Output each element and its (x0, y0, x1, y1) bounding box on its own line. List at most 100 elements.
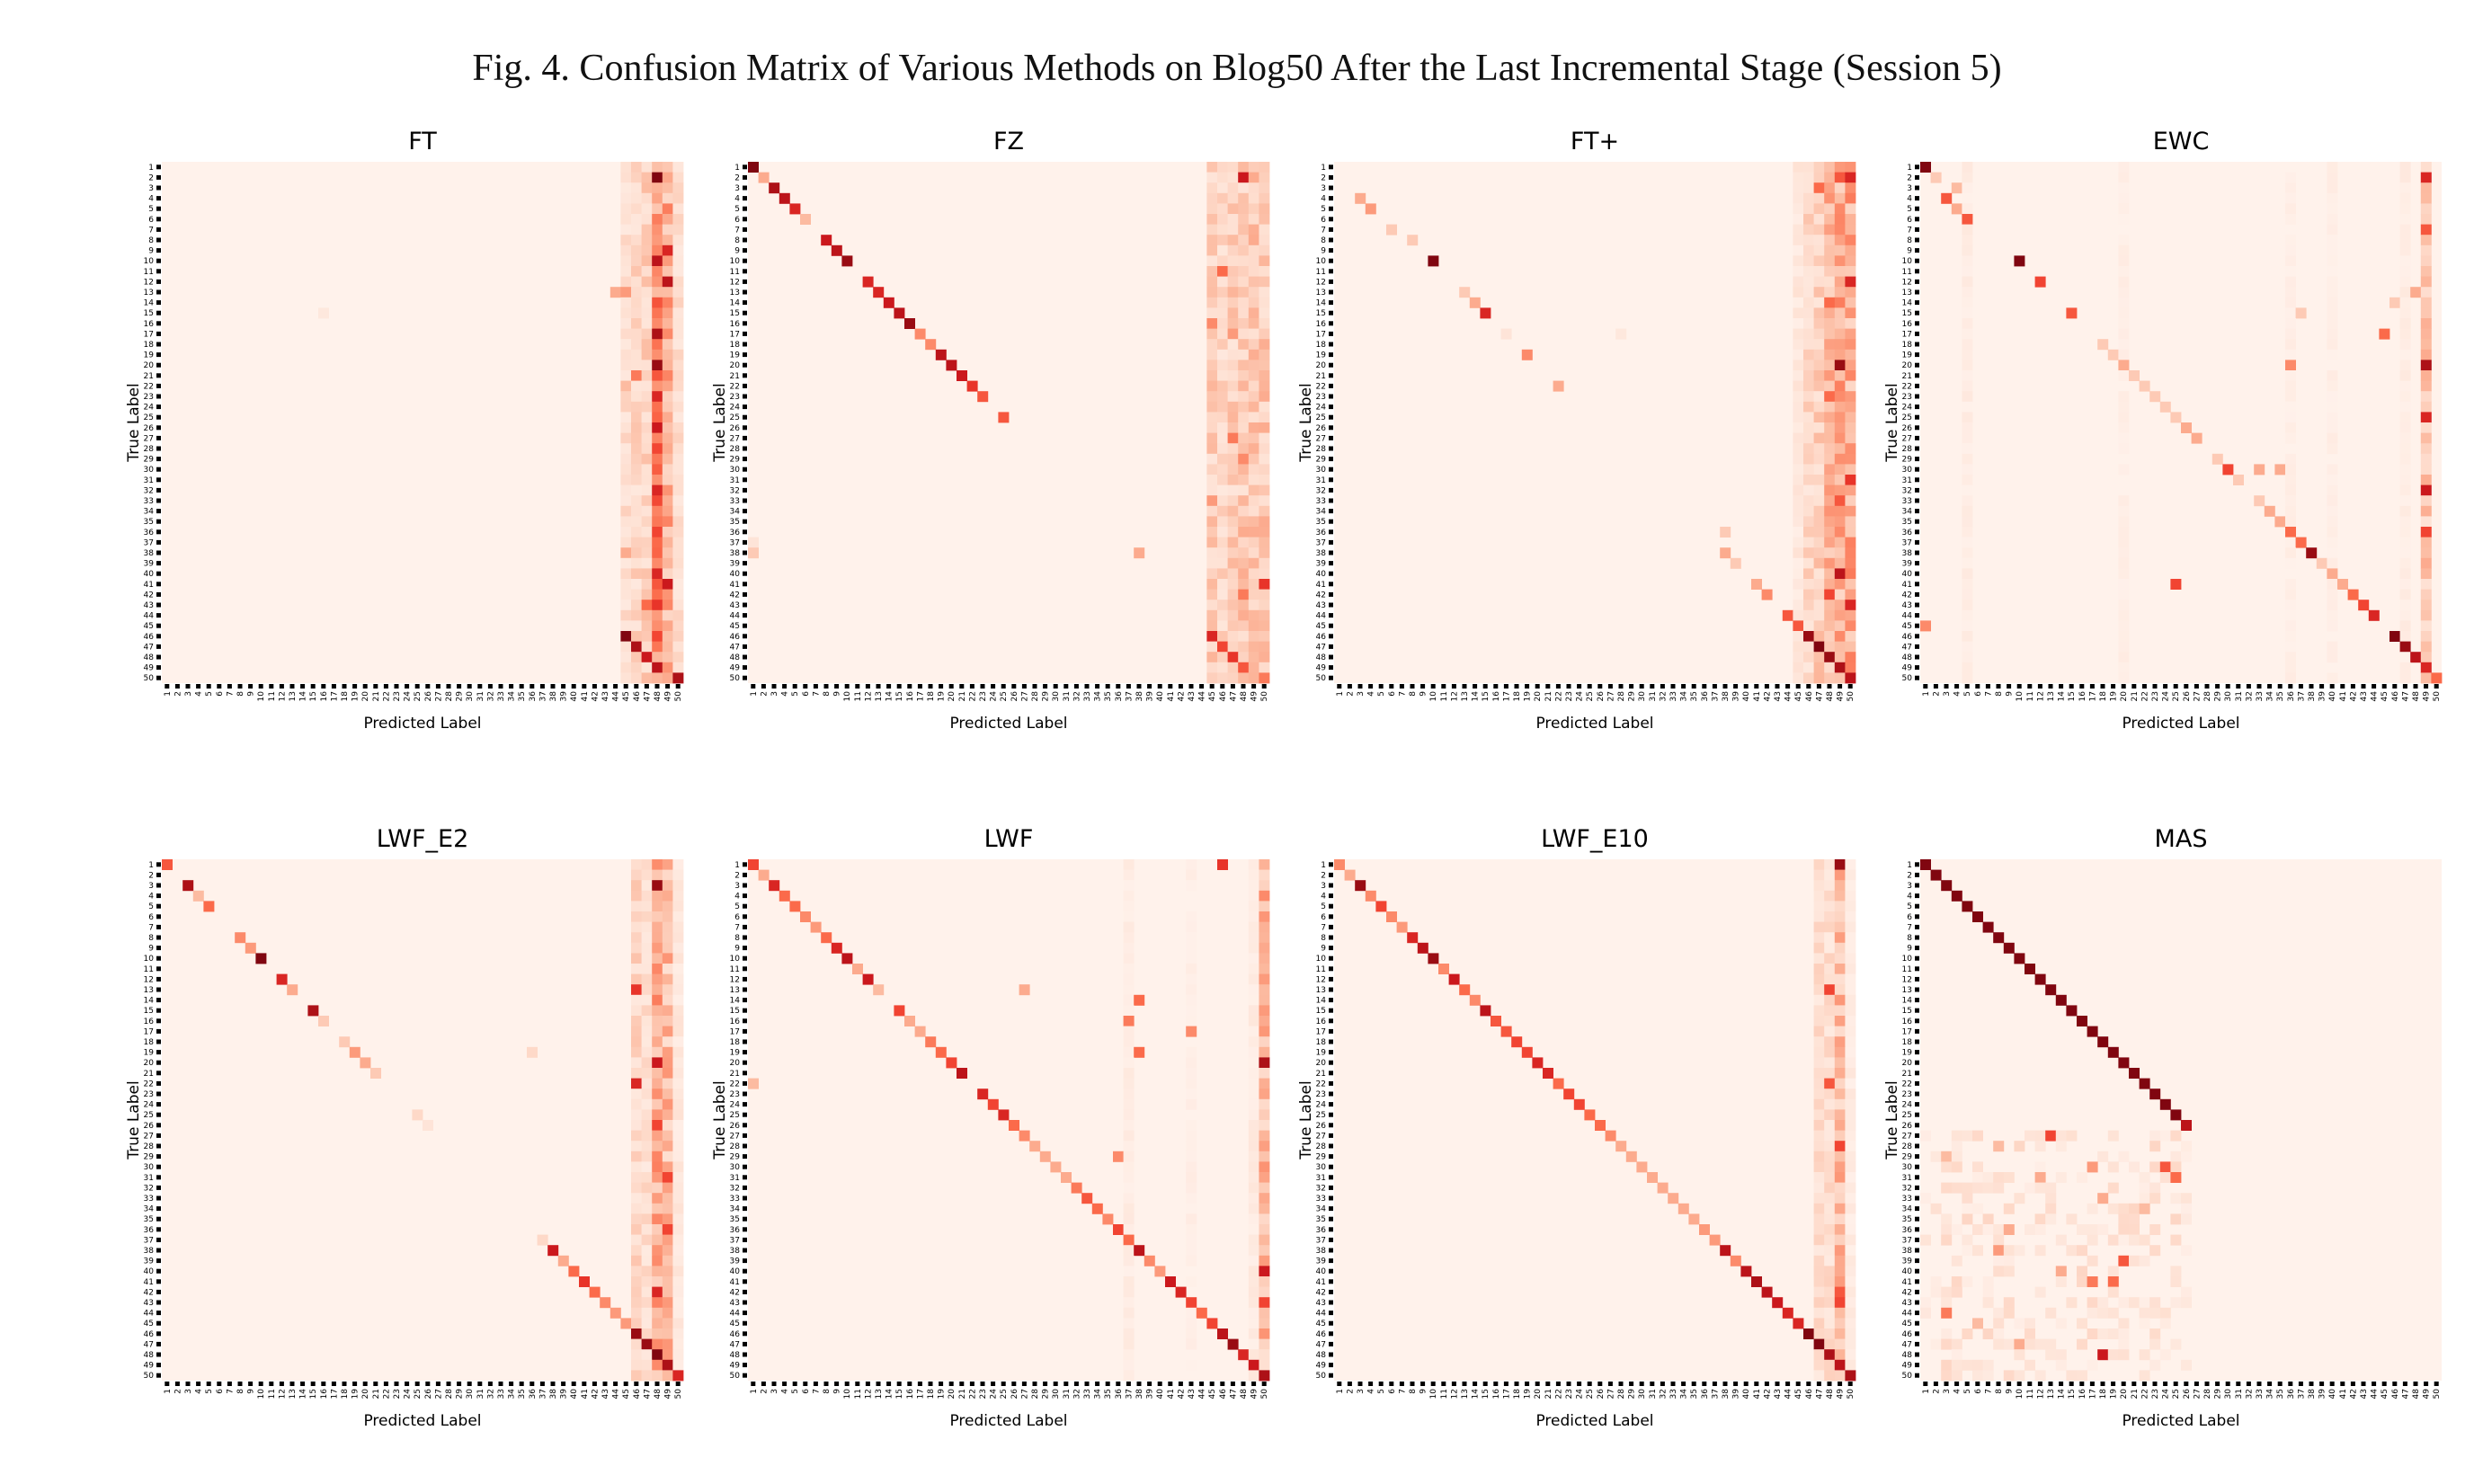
heatmap-cell (1834, 495, 1846, 507)
heatmap-cell (1834, 568, 1846, 580)
heatmap-cell (1824, 1046, 1836, 1058)
heatmap-cell (672, 1172, 684, 1183)
heatmap-cell (2149, 1245, 2161, 1257)
x-tick-label: 39 (560, 1389, 569, 1400)
heatmap-cell (1217, 422, 1228, 433)
y-tick-label: 41 (144, 1278, 154, 1287)
heatmap-cell (672, 360, 684, 371)
heatmap-cell (1834, 214, 1846, 225)
y-tick-label: 2 (1907, 871, 1912, 880)
x-tick-mark (1251, 1382, 1257, 1386)
heatmap-cell (1813, 244, 1825, 256)
heatmap-cell (1123, 1078, 1135, 1089)
y-tick-label: 5 (1321, 205, 1326, 214)
heatmap-cell (631, 631, 642, 642)
y-tick-label: 21 (1316, 372, 1326, 381)
heatmap-cell (1227, 631, 1239, 642)
heatmap-cell (641, 412, 653, 423)
heatmap-cell (641, 1224, 653, 1235)
heatmap-cell (2285, 339, 2296, 351)
heatmap-cell (2087, 1026, 2098, 1037)
heatmap-cell (2399, 475, 2411, 485)
heatmap-cell (1813, 1328, 1825, 1339)
y-tick-mark (1329, 1154, 1333, 1160)
x-tick-label: 49 (2423, 1389, 2432, 1400)
y-tick-label: 41 (1316, 581, 1326, 590)
heatmap-cell (1217, 505, 1228, 517)
heatmap-cell (631, 880, 642, 892)
x-tick-label: 44 (1198, 1389, 1207, 1400)
y-tick-label: 15 (730, 1007, 740, 1016)
heatmap-cell (1962, 620, 1973, 632)
y-tick-label: 30 (1902, 1163, 1913, 1172)
x-tick-label: 8 (823, 1389, 832, 1394)
heatmap-cell (672, 994, 684, 1006)
y-tick-label: 16 (144, 1017, 155, 1026)
y-tick-mark (1329, 1311, 1333, 1316)
x-tick-mark (1607, 1382, 1613, 1386)
heatmap-cell (1186, 1307, 1197, 1319)
heatmap-cell (1217, 380, 1228, 392)
heatmap-cell (1259, 901, 1270, 912)
heatmap-cell (672, 475, 684, 485)
heatmap-cell (1813, 964, 1825, 974)
heatmap-cell (672, 443, 684, 455)
heatmap-cell (2420, 276, 2432, 288)
y-tick-label: 2 (734, 173, 740, 182)
heatmap-cell (245, 942, 256, 954)
heatmap-cell (662, 339, 673, 351)
y-tick-label: 28 (730, 1142, 741, 1151)
y-tick-mark (1915, 1373, 1919, 1378)
x-tick-label: 35 (2276, 1389, 2285, 1399)
heatmap-cell (1824, 1286, 1836, 1298)
heatmap-cell (652, 422, 663, 433)
heatmap-cell (1227, 662, 1239, 673)
x-tick-mark (2361, 1382, 2366, 1386)
heatmap-cell (2327, 297, 2338, 308)
y-tick-mark (1329, 654, 1333, 660)
y-axis-label: True Label (1297, 383, 1315, 462)
heatmap-cell (662, 1213, 673, 1225)
heatmap-cell (1217, 412, 1228, 423)
heatmap-cell (641, 1359, 653, 1371)
x-tick-label: 5 (1963, 1389, 1972, 1394)
x-tick-label: 5 (205, 1389, 214, 1394)
heatmap-cell (1123, 1098, 1135, 1110)
y-tick-mark (1915, 1175, 1919, 1180)
x-tick-label: 9 (247, 1389, 256, 1394)
heatmap-cell (1834, 1046, 1846, 1058)
heatmap-cell (1238, 516, 1250, 528)
heatmap-cell (1813, 453, 1825, 465)
heatmap-cell (600, 1297, 611, 1309)
x-tick-mark (185, 684, 191, 689)
y-tick-label: 20 (1902, 361, 1913, 370)
heatmap-cell (1845, 859, 1856, 870)
x-tick-mark (1136, 684, 1142, 689)
x-tick-label: 32 (2245, 1389, 2254, 1399)
heatmap-cell (1845, 287, 1856, 298)
heatmap-cell (641, 631, 653, 642)
y-tick-label: 36 (730, 1226, 741, 1235)
heatmap-cell (1186, 1338, 1197, 1350)
x-tick-label: 16 (906, 1389, 915, 1400)
heatmap-cell (1123, 1224, 1135, 1235)
x-tick-mark (644, 1382, 649, 1386)
x-tick-label: 13 (1461, 691, 1470, 701)
heatmap-cell (1845, 1266, 1856, 1277)
x-tick-mark (530, 684, 535, 689)
heatmap-cell (1951, 1370, 1962, 1382)
heatmap-cell (2118, 609, 2130, 621)
heatmap-cell (662, 1161, 673, 1173)
x-tick-label: 41 (2339, 691, 2348, 701)
x-tick-mark (2184, 1382, 2189, 1386)
heatmap-cell (2368, 609, 2380, 621)
heatmap-cell (2118, 1318, 2130, 1329)
x-tick-mark (1389, 1382, 1394, 1386)
x-tick-mark (1607, 684, 1613, 689)
heatmap-cell (1813, 620, 1825, 632)
heatmap-cell (641, 1098, 653, 1110)
heatmap-cell (1824, 162, 1836, 173)
heatmap-cell (631, 1255, 642, 1266)
heatmap-cell (1803, 672, 1814, 684)
heatmap-cell (1248, 1078, 1259, 1089)
